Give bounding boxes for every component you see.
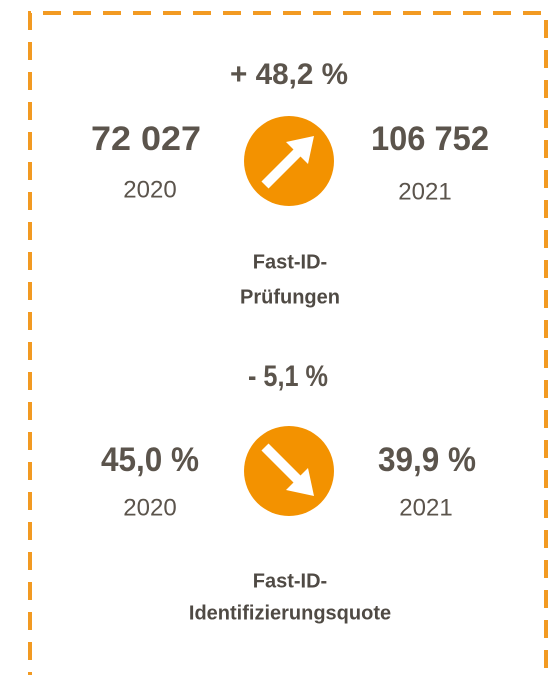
arrow-up <box>261 136 314 189</box>
from-value: 45,0 % <box>101 441 199 479</box>
to-year: 2021 <box>399 494 452 521</box>
from-year: 2020 <box>123 494 176 521</box>
arrow-shaft <box>261 443 306 488</box>
arrow-head <box>286 136 314 164</box>
from-year: 2020 <box>123 176 176 203</box>
label-line: Identifizierungsquote <box>189 602 391 624</box>
arrow-head <box>286 468 314 496</box>
to-value: 106 752 <box>371 120 489 158</box>
from-value: 72 027 <box>91 120 201 158</box>
dashed-border <box>28 11 548 675</box>
change: + 48,2 % <box>230 58 348 91</box>
label-line: Fast-ID- <box>253 251 327 273</box>
arrow-shaft <box>261 144 306 189</box>
to-value: 39,9 % <box>378 441 476 479</box>
change: - 5,1 % <box>248 360 328 393</box>
to-year: 2021 <box>398 178 451 205</box>
label-line: Prüfungen <box>240 286 340 308</box>
label-line: Fast-ID- <box>253 570 327 592</box>
arrow-down <box>261 443 314 496</box>
